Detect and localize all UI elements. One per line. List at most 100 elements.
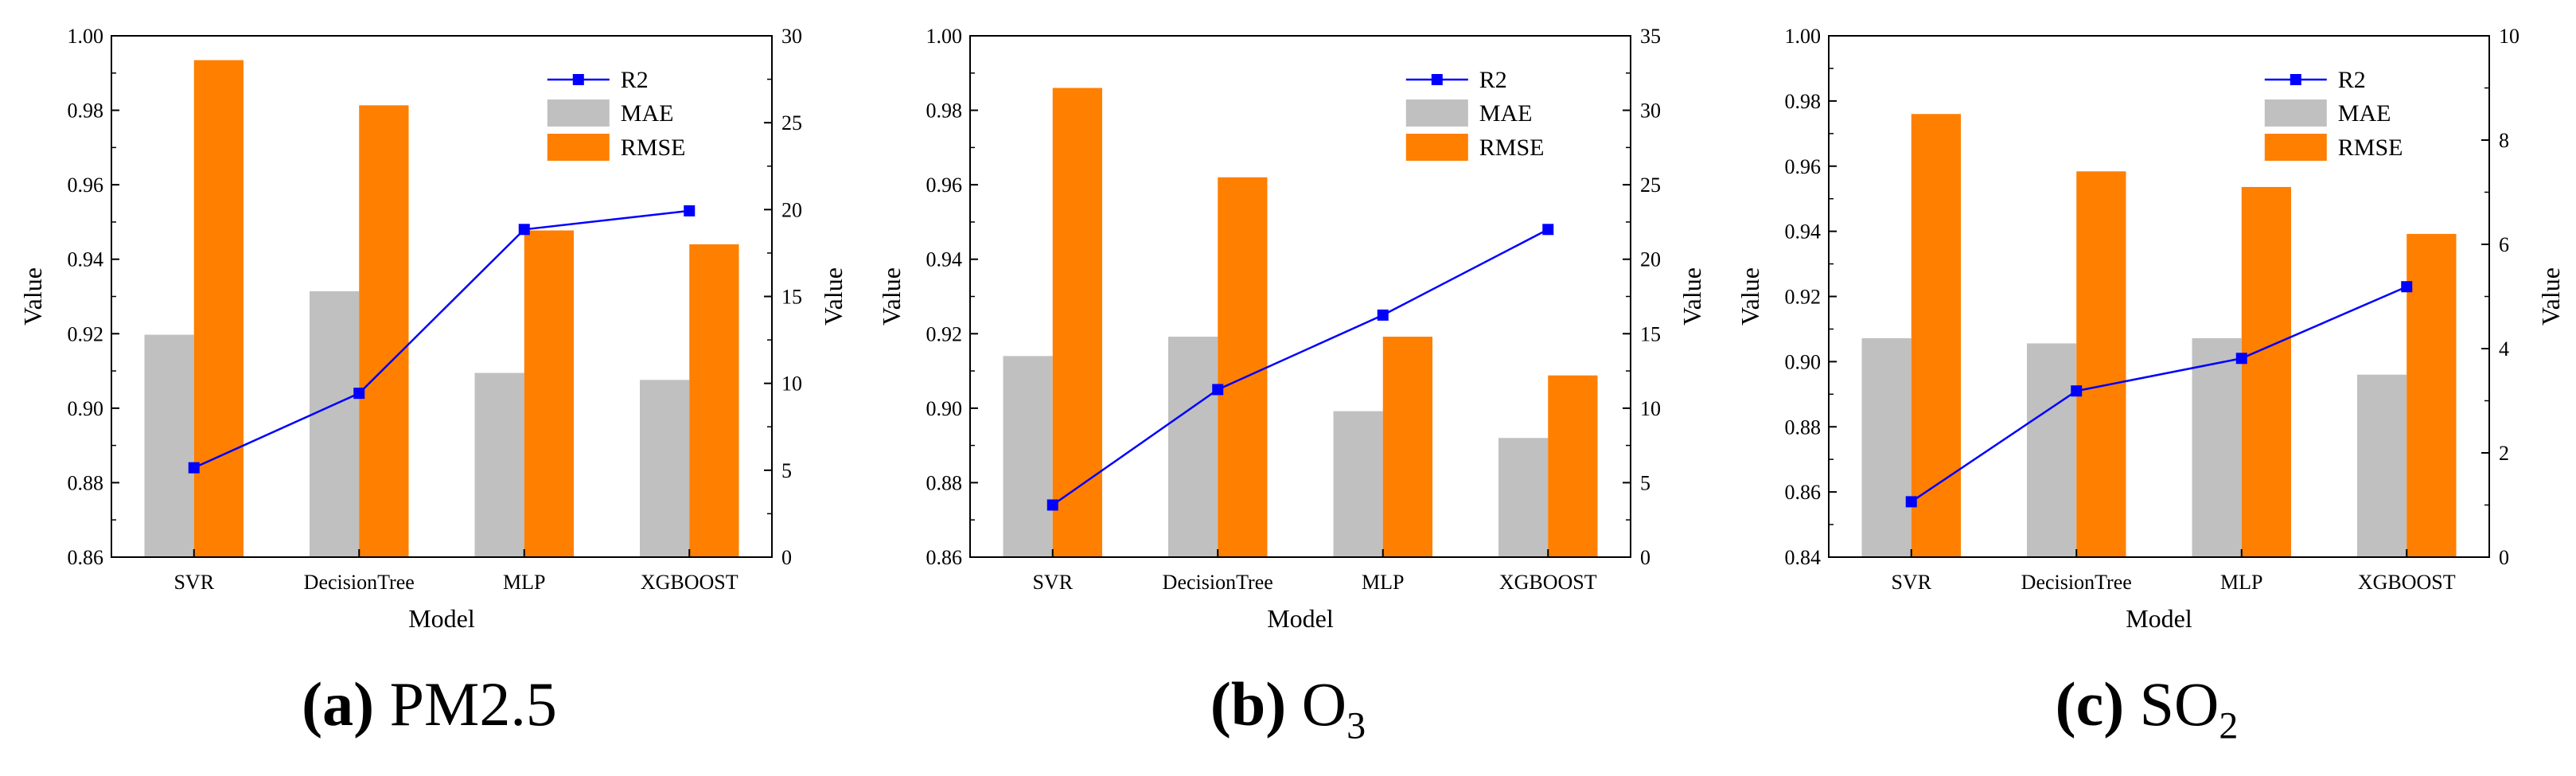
y2tick-label-a-1: 5 [781, 459, 792, 482]
panel-b: 0.86 0.88 0.90 0.92 0.94 0.96 0.98 1.00 0 5 10 15 20… [859, 0, 1717, 776]
ytick-label-b-1: 0.88 [926, 471, 963, 494]
legend-swatch-mae-c [2264, 99, 2327, 127]
bar-rmse-a-1 [359, 105, 409, 558]
y2tick-label-b-2: 10 [1640, 397, 1661, 420]
y2tick-label-b-0: 0 [1640, 546, 1650, 569]
y2tick-label-c-3: 6 [2499, 233, 2509, 256]
point-r2-a-3 [684, 205, 696, 216]
ytick-label-c-0: 0.84 [1785, 546, 1822, 569]
bar-rmse-c-3 [2406, 233, 2457, 557]
series-line-r2-b [1052, 228, 1549, 506]
series-line-r2-c [1911, 286, 2407, 503]
x-axis-title-a: Model [408, 604, 475, 633]
ytick-label-c-8: 1.00 [1785, 25, 1822, 48]
xtick-label-b-2: MLP [1362, 571, 1404, 594]
y2tick-label-c-0: 0 [2499, 546, 2509, 569]
ytick-label-a-5: 0.96 [68, 174, 104, 197]
y2tick-label-c-1: 2 [2499, 442, 2509, 465]
y2tick-label-b-6: 30 [1640, 99, 1661, 123]
xtick-label-b-3: XGBOOST [1499, 571, 1597, 594]
bar-mae-c-2 [2192, 337, 2242, 557]
y-axis-title-c: Value [1736, 267, 1764, 326]
x-axis-title-b: Model [1267, 604, 1334, 633]
ytick-label-b-6: 0.98 [926, 99, 963, 123]
legend-label-r2-a: R2 [621, 67, 649, 93]
y2tick-label-a-6: 30 [781, 25, 802, 48]
point-r2-a-1 [353, 388, 365, 400]
y2tick-label-a-0: 0 [781, 546, 792, 569]
legend-swatch-mae-a [547, 99, 610, 127]
ytick-label-b-2: 0.90 [926, 397, 963, 420]
ytick-label-c-7: 0.98 [1785, 90, 1822, 113]
bar-mae-b-0 [1003, 356, 1053, 557]
y2-axis-title-b: Value [1678, 267, 1706, 326]
y2tick-label-a-4: 20 [781, 198, 802, 221]
xtick-label-a-1: DecisionTree [304, 571, 415, 594]
xtick-label-b-1: DecisionTree [1163, 571, 1273, 594]
ytick-label-c-2: 0.88 [1785, 415, 1822, 439]
point-r2-c-0 [1905, 496, 1917, 508]
caption-b-label: (b) [1210, 669, 1287, 739]
ytick-label-c-3: 0.90 [1785, 350, 1822, 373]
caption-c-text: SO [2139, 669, 2219, 739]
ytick-label-b-7: 1.00 [926, 25, 963, 48]
legend-label-rmse-b: RMSE [1479, 135, 1545, 161]
caption-c: (c) SO2 [1717, 669, 2576, 748]
caption-a: (a) PM2.5 [0, 669, 859, 748]
y2tick-label-a-5: 25 [781, 111, 802, 135]
bar-rmse-c-0 [1911, 114, 1961, 557]
ytick-label-c-5: 0.94 [1785, 220, 1822, 244]
bar-mae-a-3 [640, 380, 690, 557]
ytick-label-a-1: 0.88 [68, 471, 104, 494]
legend-label-rmse-c: RMSE [2338, 135, 2403, 161]
y2-axis-title-a: Value [819, 267, 848, 326]
xtick-label-c-1: DecisionTree [2021, 571, 2132, 594]
point-r2-b-0 [1046, 499, 1058, 511]
caption-b-text: O [1301, 669, 1347, 739]
legend-label-mae-c: MAE [2338, 100, 2391, 127]
legend-swatch-rmse-b [1405, 134, 1468, 161]
xtick-label-c-0: SVR [1891, 571, 1931, 594]
bar-mae-c-0 [1861, 337, 1912, 557]
caption-a-label: (a) [302, 669, 375, 739]
bar-mae-b-1 [1168, 337, 1218, 557]
ytick-label-b-0: 0.86 [926, 546, 963, 569]
point-r2-a-2 [518, 224, 530, 236]
chart-b: 0.86 0.88 0.90 0.92 0.94 0.96 0.98 1.00 0 5 10 15 20… [877, 25, 1706, 633]
bar-rmse-a-0 [193, 60, 244, 558]
xtick-label-a-3: XGBOOST [641, 571, 739, 594]
bar-mae-a-1 [310, 291, 360, 557]
y2tick-label-b-1: 5 [1640, 471, 1650, 494]
bar-rmse-b-2 [1382, 337, 1432, 557]
point-r2-b-3 [1542, 224, 1554, 236]
legend-label-r2-c: R2 [2338, 67, 2366, 93]
series-line-r2-a [193, 209, 690, 469]
bar-mae-b-2 [1333, 411, 1383, 557]
y2tick-label-b-7: 35 [1640, 25, 1661, 48]
bar-mae-c-3 [2357, 374, 2407, 557]
caption-b: (b) O3 [859, 669, 1717, 748]
legend-swatch-mae-b [1405, 99, 1468, 127]
bar-rmse-a-2 [524, 230, 574, 557]
bar-rmse-b-3 [1548, 375, 1598, 557]
ytick-label-b-3: 0.92 [926, 322, 963, 345]
ytick-label-a-0: 0.86 [68, 546, 104, 569]
bar-rmse-c-1 [2076, 171, 2126, 558]
point-r2-b-1 [1212, 384, 1224, 396]
panel-c: 0.84 0.86 0.88 0.90 0.92 0.94 0.96 0.98 1.00 0 2 4 6… [1717, 0, 2576, 776]
legend-marker-r2-c [2290, 74, 2301, 85]
ytick-label-c-1: 0.86 [1785, 481, 1822, 504]
y2tick-label-c-2: 4 [2499, 337, 2509, 361]
ytick-label-a-4: 0.94 [68, 248, 104, 271]
y-axis-title-a: Value [18, 267, 47, 326]
ytick-label-c-4: 0.92 [1785, 286, 1822, 309]
ytick-label-b-4: 0.94 [926, 248, 963, 271]
point-r2-c-3 [2401, 281, 2413, 293]
xtick-label-c-2: MLP [2220, 571, 2262, 594]
bar-mae-b-3 [1498, 438, 1549, 557]
xtick-label-a-0: SVR [173, 571, 214, 594]
ytick-label-a-7: 1.00 [68, 25, 104, 48]
ytick-label-a-6: 0.98 [68, 99, 104, 123]
bar-mae-a-2 [474, 372, 524, 557]
